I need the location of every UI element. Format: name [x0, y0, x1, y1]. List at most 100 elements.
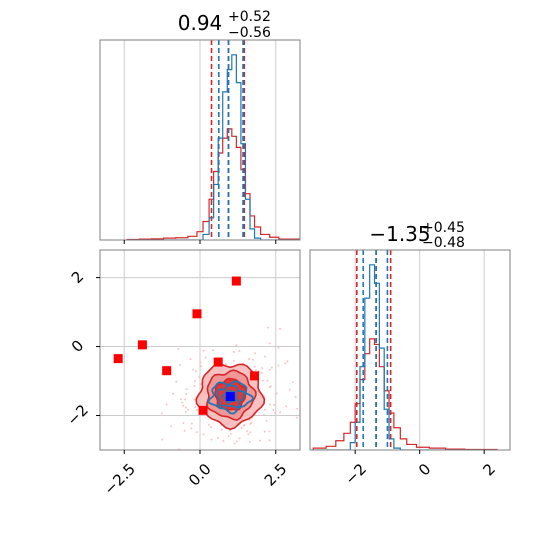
sample-point: [238, 437, 241, 440]
red-square-marker-6: [250, 371, 260, 381]
sample-point: [263, 408, 266, 411]
sample-point: [160, 412, 163, 415]
sample-point: [288, 388, 291, 391]
sample-point: [175, 380, 178, 383]
sample-point: [251, 358, 254, 361]
sample-point: [235, 344, 238, 347]
sample-point: [271, 366, 274, 369]
blue-contour-0: [207, 380, 255, 415]
right-xtick-label-0: −2: [342, 460, 370, 488]
right-hist-blue: [313, 264, 498, 450]
sample-point: [232, 351, 235, 354]
sample-point: [193, 398, 196, 401]
sample-point: [229, 432, 232, 435]
red-square-marker-0: [113, 354, 123, 364]
right-frame: [309, 249, 511, 451]
sample-point: [216, 436, 219, 439]
red-square-marker-4: [231, 276, 241, 286]
joint-ytick-label-0: −2: [63, 401, 91, 429]
param2-title-upper: +0.45: [422, 220, 465, 236]
sample-point: [265, 419, 268, 422]
param1-title: 0.94: [178, 11, 223, 35]
top-quantile-lines: [210, 40, 246, 240]
sample-point: [206, 452, 208, 454]
sample-point: [233, 442, 236, 445]
sample-point: [193, 380, 196, 383]
sample-point: [199, 361, 202, 364]
sample-point: [237, 457, 239, 459]
sample-point: [161, 438, 164, 441]
sample-point: [268, 386, 271, 389]
right-hist-red: [312, 338, 498, 450]
sample-point: [273, 403, 276, 406]
sample-point: [185, 393, 188, 396]
sample-point: [194, 406, 197, 409]
sample-point: [272, 409, 275, 412]
sample-point: [190, 427, 193, 430]
param2-title: −1.35: [369, 222, 430, 246]
sample-point: [232, 359, 235, 362]
sample-point: [263, 430, 266, 433]
sample-point: [212, 349, 215, 352]
sample-point: [253, 365, 256, 368]
joint-xtick-label-2: 2.5: [261, 460, 291, 490]
sample-point: [195, 408, 198, 411]
sample-point: [275, 392, 278, 395]
joint-grid: [100, 250, 300, 450]
blue-contour-1: [216, 384, 246, 409]
sample-point: [220, 428, 223, 431]
right-xtick-label-2: 2: [479, 460, 498, 479]
sample-point: [209, 426, 212, 429]
sample-point: [190, 422, 193, 425]
sample-point: [284, 362, 287, 365]
sample-point: [165, 403, 168, 406]
sample-point: [269, 403, 272, 406]
sample-point: [222, 467, 224, 469]
sample-point: [235, 440, 238, 443]
joint-markers: [113, 276, 260, 415]
param1-title-upper: +0.52: [228, 9, 271, 25]
sample-point: [245, 471, 247, 473]
top-hist-red: [126, 128, 300, 240]
sample-point: [238, 350, 241, 353]
sample-point: [182, 404, 185, 407]
sample-point: [249, 431, 252, 434]
sample-point: [178, 364, 181, 367]
top-histograms: [126, 54, 300, 240]
sample-point: [200, 365, 203, 368]
sample-point: [268, 439, 271, 442]
red-square-marker-3: [192, 309, 202, 319]
sample-point: [268, 368, 271, 371]
sample-point: [207, 423, 210, 426]
sample-point: [182, 422, 185, 425]
top-ticks: [123, 240, 277, 244]
sample-point: [210, 438, 213, 441]
right-quantile-lines: [355, 250, 392, 450]
sample-point: [286, 360, 289, 363]
sample-point: [195, 431, 198, 434]
blue-square-marker: [225, 392, 235, 402]
param1-title-lower: −0.56: [228, 25, 271, 41]
right-xtick-label-1: 0: [415, 460, 434, 479]
red-square-marker-7: [198, 405, 208, 415]
sample-point: [246, 430, 249, 433]
sample-point: [291, 381, 294, 384]
sample-point: [254, 369, 257, 372]
sample-point: [277, 346, 280, 349]
sample-point: [250, 421, 253, 424]
marginal-panel-param2: −2 0 2 −1.35 +0.45 −0.48: [309, 220, 511, 488]
joint-xtick-label-0: −2.5: [100, 460, 138, 498]
sample-point: [279, 411, 282, 414]
sample-point: [172, 392, 175, 395]
sample-point: [185, 388, 188, 391]
right-histograms: [312, 264, 498, 450]
joint-ytick-label-1: 0: [68, 336, 87, 355]
sample-point: [258, 439, 261, 442]
red-square-marker-1: [137, 340, 147, 350]
red-square-marker-5: [213, 357, 223, 367]
sample-point: [248, 358, 251, 361]
sample-point: [273, 411, 276, 414]
sample-point: [262, 413, 265, 416]
sample-point: [204, 356, 207, 359]
